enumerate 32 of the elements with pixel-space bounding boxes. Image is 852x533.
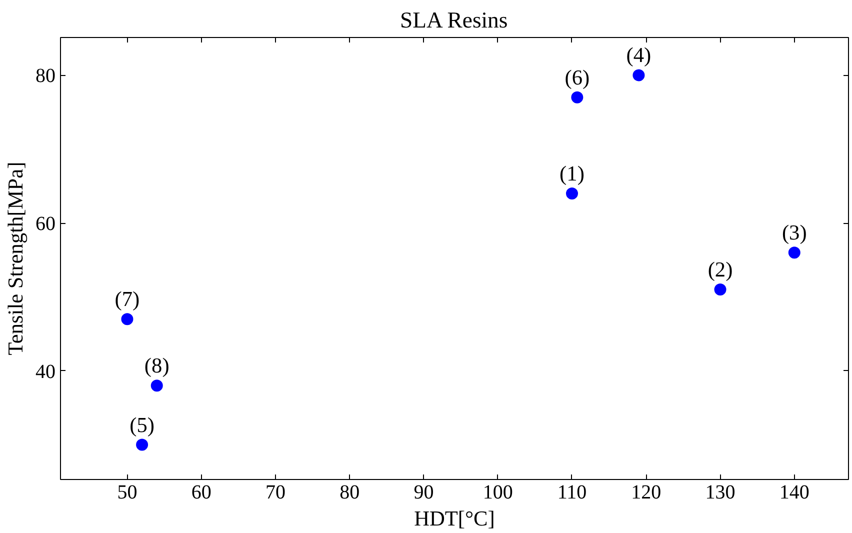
point <box>121 313 134 326</box>
annotation: (7) <box>114 287 140 312</box>
x-tick-label: 120 <box>631 482 662 504</box>
point <box>150 380 163 392</box>
annotation: (3) <box>782 220 807 245</box>
y-axis-title: Tensile Strength[MPa] <box>4 162 28 356</box>
point <box>566 187 578 200</box>
x-tick-label: 130 <box>705 482 736 504</box>
x-tick-label: 100 <box>482 482 513 504</box>
x-tick-label: 50 <box>117 482 138 504</box>
point <box>136 438 148 451</box>
y-tick-label: 60 <box>36 213 56 236</box>
annotation: (8) <box>144 354 170 378</box>
annotation: (4) <box>626 43 652 68</box>
point <box>632 69 645 82</box>
x-tick-label: 140 <box>779 482 810 504</box>
annotation: (5) <box>130 412 154 437</box>
point <box>714 284 726 296</box>
chart-title: SLA Resins <box>400 8 508 32</box>
point <box>788 246 800 259</box>
annotation: (1) <box>560 161 584 186</box>
x-tick-label: 70 <box>265 482 286 504</box>
x-tick-label: 90 <box>414 482 434 504</box>
annotation: (2) <box>708 258 733 282</box>
y-tick-label: 80 <box>36 65 56 88</box>
x-tick-label: 110 <box>557 482 587 504</box>
x-axis-title: HDT[°C] <box>414 506 495 530</box>
x-tick-label: 60 <box>191 482 212 504</box>
x-tick-label: 80 <box>340 482 360 504</box>
point <box>571 91 584 104</box>
annotation: (6) <box>564 65 590 90</box>
y-tick-label: 40 <box>36 360 56 383</box>
